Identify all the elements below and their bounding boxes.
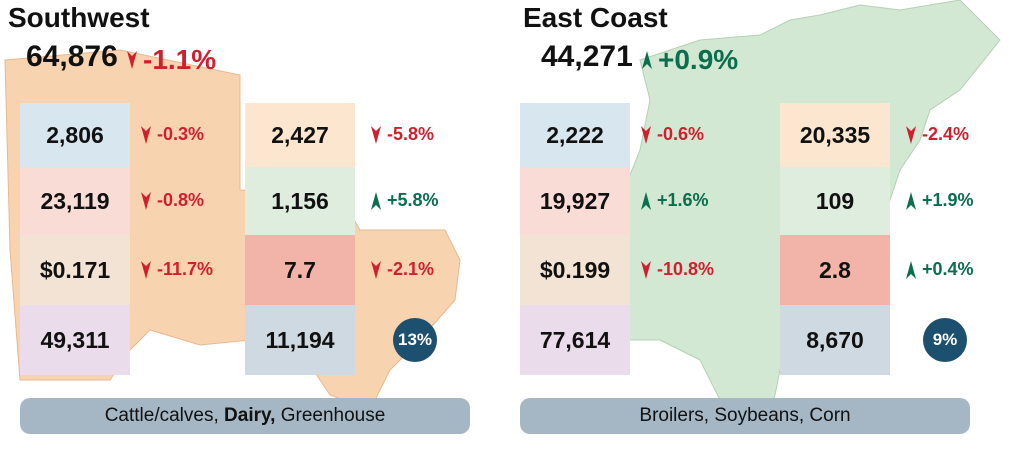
arrow-shape [641, 125, 651, 144]
trend-arrow [906, 191, 916, 210]
change-text: +0.4% [922, 259, 974, 279]
change-text: -5.8% [387, 124, 435, 144]
trend-arrow [127, 51, 137, 69]
arrow-shape [141, 125, 151, 144]
change: -10.8% [640, 259, 714, 280]
change: -1.1% [126, 44, 216, 76]
arrow-shape [371, 260, 381, 279]
change: -0.6% [640, 124, 704, 145]
panel-total: 64,876 [26, 40, 118, 73]
arrow-shape [641, 191, 651, 210]
stat-cell: 23,119 [20, 167, 130, 235]
change: -11.7% [140, 259, 213, 280]
trend-arrow [371, 125, 381, 144]
change: +1.9% [905, 190, 974, 211]
footer-text: Dairy, [224, 405, 276, 426]
stat-cell: 109 [780, 167, 890, 235]
share-badge: 9% [923, 318, 967, 362]
change: -5.8% [370, 124, 434, 145]
arrow-shape [127, 51, 137, 69]
trend-arrow [906, 125, 916, 144]
footer-pill: Cattle/calves, Dairy, Greenhouse [20, 398, 470, 434]
change-text: +1.6% [657, 190, 709, 210]
arrow-shape [141, 260, 151, 279]
arrow-shape [641, 260, 651, 279]
panel-total: 44,271 [541, 40, 633, 73]
trend-arrow [641, 125, 651, 144]
stat-cell: 2,806 [20, 103, 130, 167]
stat-cell: 2,427 [245, 103, 355, 167]
arrow-shape [906, 191, 916, 210]
change: -2.4% [905, 124, 969, 145]
arrow-shape [371, 125, 381, 144]
footer-pill: Broilers, Soybeans, Corn [520, 398, 970, 434]
trend-arrow [642, 51, 652, 69]
stat-cell: 20,335 [780, 103, 890, 167]
share-badge: 13% [393, 318, 437, 362]
change: +5.8% [370, 190, 439, 211]
arrow-shape [642, 51, 652, 69]
change-text: -0.3% [157, 124, 205, 144]
change-text: +5.8% [387, 190, 439, 210]
change: +0.4% [905, 259, 974, 280]
trend-arrow [641, 260, 651, 279]
change: -2.1% [370, 259, 434, 280]
footer-text: Broilers, Soybeans, Corn [639, 405, 851, 426]
trend-arrow [371, 260, 381, 279]
change: +1.6% [640, 190, 709, 211]
arrow-shape [906, 260, 916, 279]
stat-cell: 2.8 [780, 235, 890, 305]
stat-cell: 77,614 [520, 305, 630, 375]
stat-cell: 11,194 [245, 305, 355, 375]
change-text: -11.7% [157, 259, 214, 279]
panel-title: East Coast [523, 2, 668, 33]
trend-arrow [906, 260, 916, 279]
arrow-shape [906, 125, 916, 144]
change-text: -0.8% [157, 190, 205, 210]
stat-cell: 2,222 [520, 103, 630, 167]
stat-cell: 49,311 [20, 305, 130, 375]
arrow-shape [141, 191, 151, 210]
stat-cell: $0.199 [520, 235, 630, 305]
footer-text: Cattle/calves, [104, 405, 225, 426]
change-text: -0.6% [657, 124, 705, 144]
trend-arrow [141, 260, 151, 279]
stat-cell: 7.7 [245, 235, 355, 305]
change-text: +1.9% [922, 190, 974, 210]
change: +0.9% [641, 44, 738, 76]
change-text: +0.9% [658, 44, 739, 75]
stat-cell: $0.171 [20, 235, 130, 305]
trend-arrow [141, 191, 151, 210]
footer-text: Greenhouse [275, 405, 386, 426]
change-text: -2.1% [387, 259, 435, 279]
change-text: -2.4% [922, 124, 970, 144]
stat-cell: 1,156 [245, 167, 355, 235]
stat-cell: 19,927 [520, 167, 630, 235]
stat-cell: 8,670 [780, 305, 890, 375]
trend-arrow [641, 191, 651, 210]
arrow-shape [371, 191, 381, 210]
change: -0.3% [140, 124, 204, 145]
change-text: -10.8% [657, 259, 715, 279]
panel-title: Southwest [8, 2, 150, 33]
trend-arrow [141, 125, 151, 144]
trend-arrow [371, 191, 381, 210]
change: -0.8% [140, 190, 204, 211]
change-text: -1.1% [143, 44, 217, 75]
